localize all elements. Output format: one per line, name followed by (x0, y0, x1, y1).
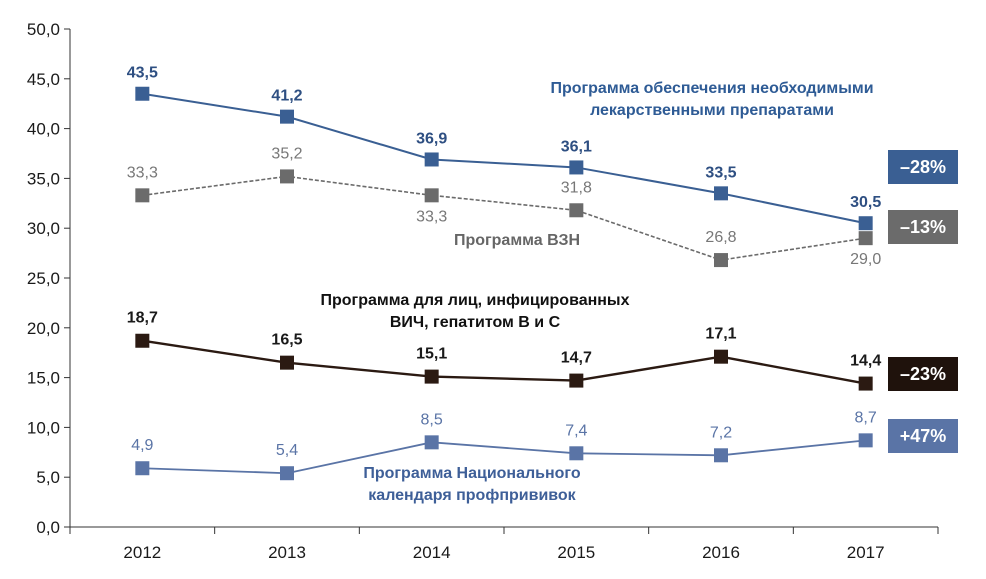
data-point-marker (569, 446, 584, 461)
data-point-marker (424, 188, 439, 203)
y-tick-label: 50,0 (27, 20, 60, 39)
series-name-label: лекарственными препаратами (590, 102, 834, 119)
data-point-marker (714, 186, 728, 201)
series-line (142, 175, 866, 261)
change-badge: –13% (888, 210, 958, 244)
y-tick-label: 15,0 (27, 369, 60, 388)
series-name-label: Программа Национального (363, 465, 581, 482)
data-label: 8,7 (855, 409, 877, 426)
data-point-marker (135, 461, 150, 476)
series-line (142, 439, 866, 475)
y-tick-label: 35,0 (27, 169, 60, 188)
y-tick-label: 0,0 (36, 518, 60, 537)
data-label: 15,1 (416, 346, 447, 363)
change-badge: +47% (888, 419, 958, 453)
x-tick-label: 2012 (123, 543, 161, 562)
data-point-marker (424, 435, 439, 450)
data-label: 14,4 (850, 353, 881, 370)
data-point-marker (858, 376, 873, 391)
x-tick-label: 2017 (847, 543, 885, 562)
data-label: 33,3 (127, 164, 158, 181)
data-point-marker (714, 253, 728, 268)
data-label: 33,5 (705, 164, 736, 181)
data-point-marker (569, 373, 584, 388)
data-point-marker (714, 349, 728, 364)
data-label: 14,7 (561, 350, 592, 367)
data-label: 43,5 (127, 65, 158, 82)
data-label: 41,2 (271, 88, 302, 105)
data-point-marker (280, 355, 294, 370)
data-point-marker (280, 109, 294, 124)
x-tick-label: 2013 (268, 543, 306, 562)
y-tick-label: 45,0 (27, 70, 60, 89)
data-point-marker (135, 333, 150, 348)
data-point-marker (569, 203, 584, 218)
data-point-marker (858, 231, 873, 246)
x-tick-label: 2014 (413, 543, 451, 562)
data-point-marker (424, 152, 439, 167)
y-tick-label: 40,0 (27, 120, 60, 139)
data-label: 5,4 (276, 442, 298, 459)
series-line (142, 339, 866, 385)
data-label: 29,0 (850, 251, 881, 268)
data-point-marker (424, 369, 439, 384)
data-label: 4,9 (131, 437, 153, 454)
data-label: 7,4 (565, 422, 587, 439)
change-badge: –23% (888, 357, 958, 391)
data-point-marker (858, 216, 873, 231)
y-tick-label: 30,0 (27, 219, 60, 238)
data-label: 30,5 (850, 194, 881, 211)
series-name-label: Программа ВЗН (454, 232, 580, 249)
series-name-label: Программа для лиц, инфицированных (321, 292, 630, 309)
series-line (142, 92, 866, 225)
data-point-marker (280, 466, 294, 481)
data-label: 36,1 (561, 138, 592, 155)
y-tick-label: 5,0 (36, 468, 60, 487)
data-point-marker (135, 188, 150, 203)
data-label: 16,5 (271, 332, 302, 349)
data-label: 7,2 (710, 424, 732, 441)
data-point-marker (714, 448, 728, 463)
series-name-label: Программа обеспечения необходимыми (550, 80, 873, 97)
data-point-marker (280, 169, 294, 184)
data-label: 35,2 (271, 145, 302, 162)
y-tick-label: 20,0 (27, 319, 60, 338)
data-label: 36,9 (416, 130, 447, 147)
data-label: 31,8 (561, 179, 592, 196)
data-label: 33,3 (416, 208, 447, 225)
data-label: 26,8 (705, 229, 736, 246)
series-name-label: календаря профпрививок (368, 487, 576, 504)
y-tick-label: 10,0 (27, 418, 60, 437)
data-point-marker (569, 160, 584, 175)
y-tick-label: 25,0 (27, 269, 60, 288)
data-label: 17,1 (705, 326, 736, 343)
x-tick-label: 2016 (702, 543, 740, 562)
series-name-label: ВИЧ, гепатитом В и С (390, 314, 561, 331)
data-label: 18,7 (127, 310, 158, 327)
data-label: 8,5 (421, 411, 443, 428)
x-tick-label: 2015 (557, 543, 595, 562)
change-badge: –28% (888, 150, 958, 184)
data-point-marker (858, 433, 873, 448)
data-point-marker (135, 86, 150, 101)
